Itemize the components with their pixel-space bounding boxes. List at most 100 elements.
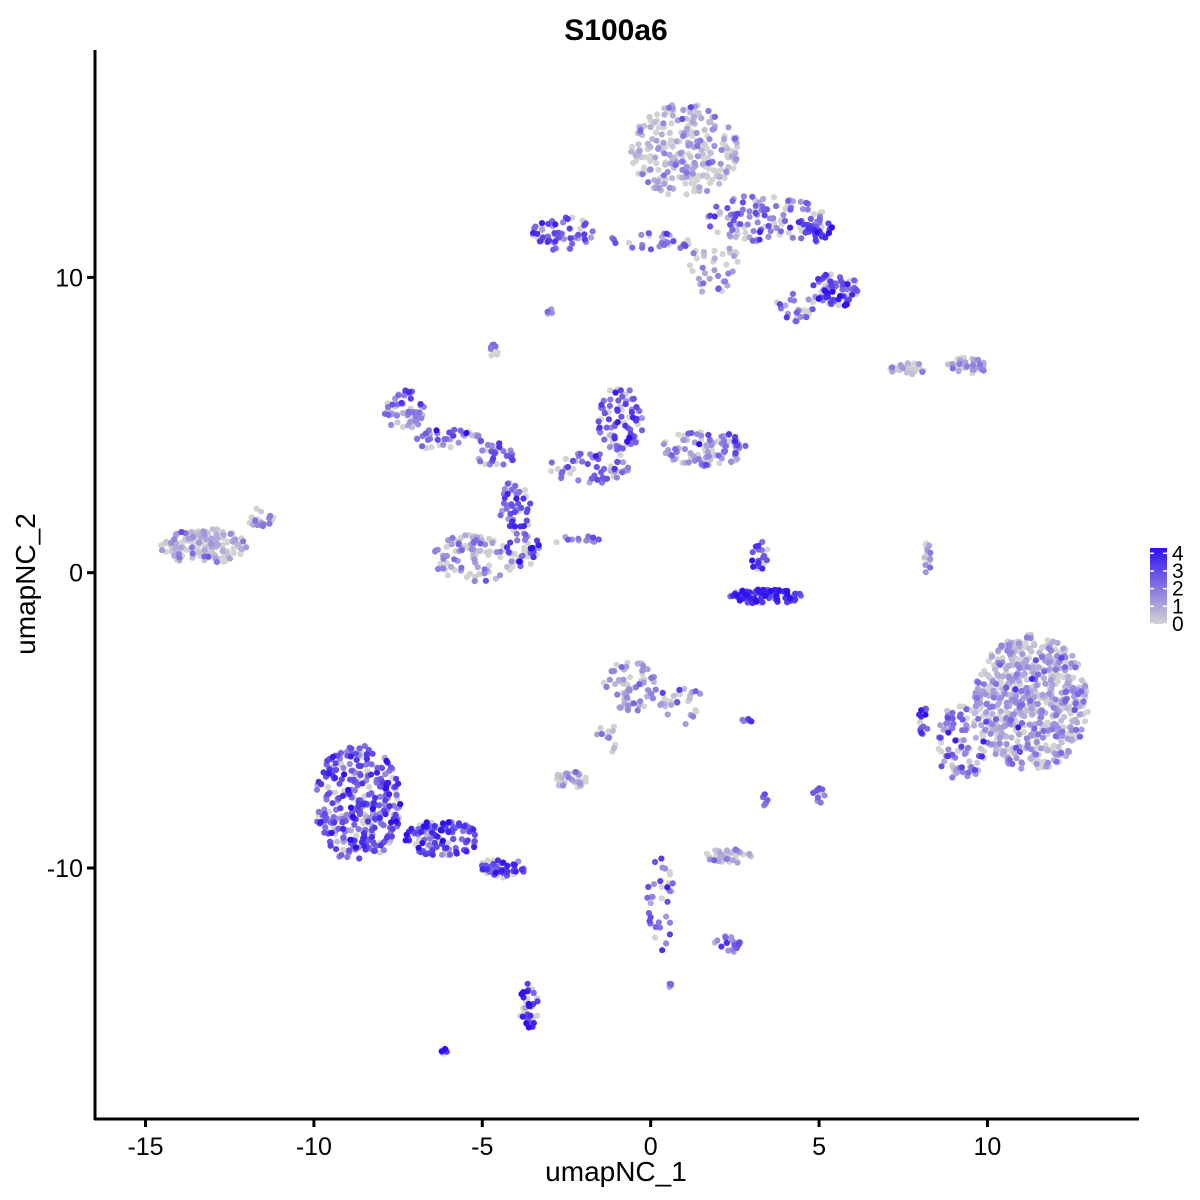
data-point: [440, 441, 447, 448]
data-point: [1005, 674, 1013, 681]
data-point: [356, 855, 363, 862]
data-point: [730, 165, 737, 172]
data-point: [196, 539, 203, 546]
data-point: [1012, 686, 1019, 693]
data-point: [742, 442, 749, 449]
data-point: [497, 548, 504, 555]
data-point: [694, 153, 701, 160]
data-point: [666, 931, 674, 938]
data-point: [513, 530, 520, 537]
data-point: [733, 591, 741, 598]
data-point: [612, 680, 619, 688]
data-point: [973, 694, 980, 702]
data-point: [1037, 745, 1044, 752]
data-point: [188, 544, 196, 551]
data-point: [918, 729, 925, 737]
data-point: [450, 432, 457, 439]
data-point: [1018, 765, 1025, 772]
data-point: [756, 236, 763, 243]
data-point: [776, 301, 783, 308]
data-point: [997, 694, 1005, 702]
data-point: [352, 750, 359, 757]
data-point: [353, 756, 360, 764]
data-point: [956, 703, 963, 710]
data-point: [393, 791, 400, 799]
data-point: [483, 549, 490, 556]
data-point: [657, 701, 664, 709]
data-point: [503, 544, 511, 551]
data-point: [752, 209, 759, 217]
data-point: [669, 112, 676, 119]
data-point: [1058, 749, 1065, 757]
data-point: [325, 770, 332, 777]
data-point: [652, 154, 659, 161]
data-point: [959, 716, 966, 723]
data-point: [705, 160, 712, 167]
data-point: [592, 453, 599, 460]
data-point: [575, 231, 582, 238]
data-point: [438, 851, 446, 858]
data-point: [530, 229, 537, 236]
data-point: [608, 668, 615, 675]
data-point: [1022, 694, 1029, 701]
data-point: [958, 764, 966, 771]
data-point: [512, 868, 519, 875]
data-point: [972, 703, 979, 710]
x-tick-label: -10: [296, 1133, 332, 1161]
data-point: [787, 296, 794, 303]
data-point: [530, 1020, 537, 1027]
data-point: [647, 900, 654, 907]
data-point: [773, 224, 780, 232]
data-point: [695, 275, 703, 282]
data-point: [997, 661, 1004, 668]
data-point: [550, 246, 557, 253]
data-point: [388, 819, 395, 826]
data-point: [1069, 652, 1076, 659]
data-point: [564, 536, 572, 543]
data-point: [373, 769, 381, 776]
data-point: [732, 449, 739, 457]
data-point: [522, 531, 529, 538]
data-point: [668, 175, 676, 182]
data-point: [1016, 731, 1023, 738]
data-point: [787, 206, 794, 213]
data-point: [661, 105, 668, 112]
data-point: [975, 679, 982, 686]
data-point: [693, 129, 700, 137]
data-point: [992, 680, 1000, 688]
data-point: [754, 587, 761, 594]
data-point: [237, 551, 244, 558]
data-point: [606, 676, 613, 683]
data-point: [595, 536, 602, 543]
data-point: [679, 166, 686, 173]
data-point: [505, 549, 512, 556]
data-point: [1016, 748, 1024, 756]
data-point: [646, 917, 653, 925]
data-point: [996, 734, 1004, 741]
data-point: [448, 541, 455, 548]
data-point: [1038, 714, 1045, 721]
data-point: [982, 671, 990, 678]
data-point: [346, 760, 353, 768]
data-point: [698, 146, 705, 154]
data-point: [158, 547, 166, 554]
data-point: [658, 895, 665, 902]
data-point: [1039, 734, 1047, 741]
data-point: [888, 364, 896, 371]
data-point: [653, 111, 661, 118]
data-point: [587, 451, 594, 458]
data-point: [1023, 735, 1030, 742]
data-point: [699, 288, 706, 295]
data-point: [705, 107, 712, 115]
data-point: [903, 369, 910, 376]
data-point: [544, 238, 551, 245]
data-point: [530, 554, 537, 561]
data-point: [492, 869, 499, 876]
data-point: [355, 826, 362, 833]
data-point: [524, 980, 531, 987]
data-point: [230, 550, 237, 557]
data-point: [567, 245, 574, 252]
data-point: [601, 436, 608, 443]
data-point: [673, 138, 680, 145]
data-point: [922, 569, 929, 576]
